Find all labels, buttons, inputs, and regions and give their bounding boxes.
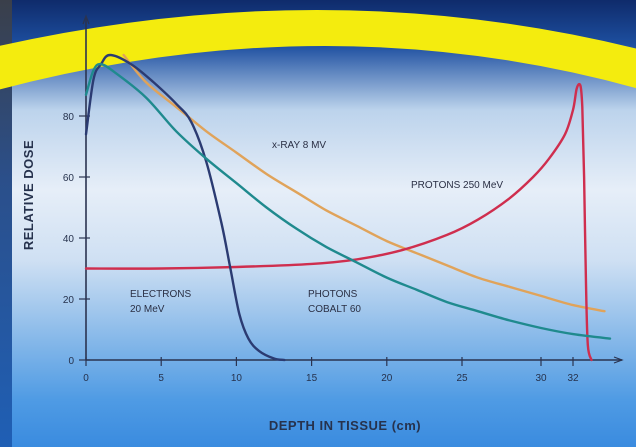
x-tick-label: 0	[83, 373, 89, 384]
chart-annotations: x-RAY 8 MV PROTONS 250 MeV ELECTRONS 20 MeV…	[130, 140, 503, 315]
y-tick-label: 80	[63, 112, 75, 123]
y-tick-label: 0	[68, 356, 74, 367]
x-tick-label: 10	[231, 373, 243, 384]
y-axis-title: RELATIVE DOSE	[21, 140, 36, 250]
x-tick-label: 20	[381, 373, 393, 384]
x-tick-label: 15	[306, 373, 318, 384]
y-axis-arrowhead	[82, 14, 90, 25]
annotation-electrons: 20 MeV	[130, 304, 165, 315]
annotation-protons250: PROTONS 250 MeV	[411, 180, 503, 191]
x-tick-label: 5	[158, 373, 164, 384]
series-line-cobalt	[84, 62, 612, 340]
x-tick-label: 32	[567, 373, 579, 384]
series-line-electrons	[84, 53, 286, 362]
x-axis-title: DEPTH IN TISSUE (cm)	[269, 418, 421, 433]
annotation-electrons: ELECTRONS	[130, 289, 191, 300]
series-line-xray	[122, 53, 606, 313]
annotation-cobalt: COBALT 60	[308, 304, 361, 315]
annotation-cobalt: PHOTONS	[308, 289, 358, 300]
y-tick-label: 60	[63, 173, 75, 184]
y-tick-label: 40	[63, 234, 75, 245]
x-tick-label: 30	[535, 373, 547, 384]
x-tick-label: 25	[456, 373, 468, 384]
chart-series	[84, 53, 612, 362]
left-edge-strip	[0, 0, 12, 447]
series-line-protons250	[84, 82, 593, 362]
y-tick-label: 20	[63, 295, 75, 306]
annotation-xray: x-RAY 8 MV	[272, 140, 326, 151]
x-axis-arrowhead	[613, 356, 624, 364]
yellow-arc-overlay	[0, 10, 636, 90]
chart-axes: 0 5 10 15 20 25 30 32 0 20 40 60 80	[63, 14, 624, 384]
